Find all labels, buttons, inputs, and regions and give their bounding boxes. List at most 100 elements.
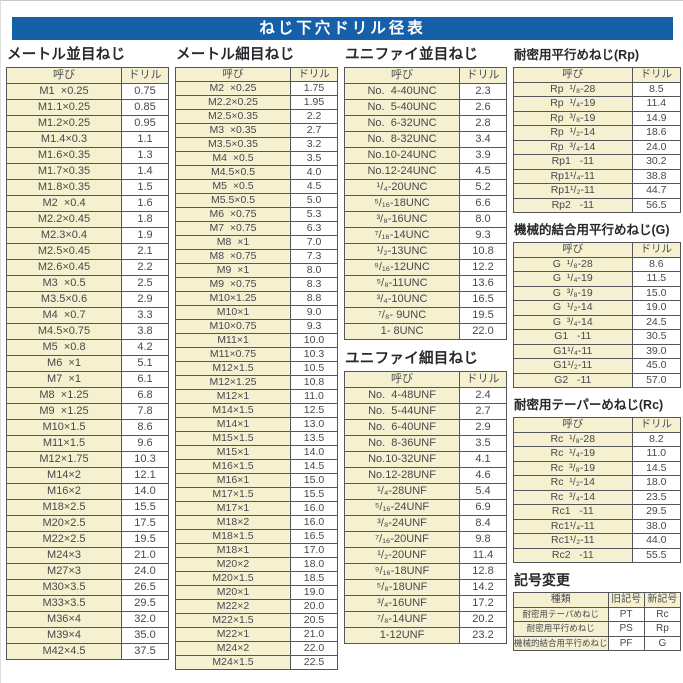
thread-name-cell: M15×1.5 (174, 431, 292, 446)
table-row: M17×1.5 15.5 (174, 487, 338, 502)
thread-name-cell: Rc2 -11 (513, 547, 633, 563)
value-cell: 11.0 (631, 446, 682, 462)
table-row: ³/₄-16UNF 17.2 (343, 595, 507, 612)
value-cell: 11.4 (459, 547, 507, 564)
thread-name-cell: M6 ×0.75 (174, 207, 292, 222)
thread-name-cell: M2.5×0.35 (174, 109, 292, 124)
column-header-row: 呼び ドリル (513, 242, 682, 258)
thread-name-cell: M3.5×0.35 (174, 137, 292, 152)
value-cell: 45.0 (631, 358, 682, 374)
thread-name-cell: M33×3.5 (5, 595, 123, 612)
value-cell: 1.95 (290, 95, 338, 110)
table-row: M30×3.5 26.5 (5, 579, 169, 596)
section-rc-taper: 耐密用テーパーめねじ(Rc) 呼び ドリル Rc ¹/₈-28 8.2 Rc ¹/₄-1… (513, 396, 682, 563)
table-row: M9 ×1.25 7.8 (5, 403, 169, 420)
table-row: M4 ×0.7 3.3 (5, 307, 169, 324)
value-cell: 15.5 (290, 487, 338, 502)
thread-name-cell: No.10-32UNF (343, 451, 461, 468)
thread-name-cell: Rc ³/₈-19 (513, 460, 633, 476)
section-title: 記号変更 (514, 572, 570, 588)
value-cell: 55.5 (631, 547, 682, 563)
value-cell: 2.1 (121, 243, 169, 260)
thread-name-cell: M39×4 (5, 627, 123, 644)
column-header: 旧記号 (607, 592, 645, 608)
table-row: Rc ¹/₂-14 18.0 (513, 475, 682, 491)
value-cell: 1.5 (121, 179, 169, 196)
value-cell: 22.0 (459, 323, 507, 340)
value-cell: PS (607, 621, 645, 637)
table-row: Rc ¹/₄-19 11.0 (513, 446, 682, 462)
value-cell: 8.2 (631, 431, 682, 447)
value-cell: 9.0 (290, 305, 338, 320)
value-cell: 2.8 (459, 115, 507, 132)
thread-name-cell: Rc1 -11 (513, 504, 633, 520)
value-cell: 38.8 (631, 168, 682, 184)
thread-name-cell: M2.2×0.45 (5, 211, 123, 228)
table-row: M3 ×0.5 2.5 (5, 275, 169, 292)
table-row: M18×1.5 16.5 (174, 529, 338, 544)
value-cell: 21.0 (121, 547, 169, 564)
table-row: ¹/₄-20UNC 5.2 (343, 179, 507, 196)
value-cell: 18.0 (290, 557, 338, 572)
thread-name-cell: ¹/₄-28UNF (343, 483, 461, 500)
value-cell: 6.3 (290, 221, 338, 236)
thread-name-cell: Rp ¹/₈-28 (513, 81, 633, 97)
thread-name-cell: M27×3 (5, 563, 123, 580)
value-cell: 2.2 (121, 259, 169, 276)
table-row: M9 ×1 8.0 (174, 263, 338, 278)
table-row: ³/₄-10UNC 16.5 (343, 291, 507, 308)
symbol-change-table: 種類 旧記号 新記号 耐密用テーパめねじ PT Rc 耐密用平行めねじ PS Rp 機械的結合用平… (513, 592, 682, 651)
thread-name-cell: M1.7×0.35 (5, 163, 123, 180)
thread-name-cell: M20×1.5 (174, 571, 292, 586)
thread-name-cell: M2 ×0.25 (174, 81, 292, 96)
thread-name-cell: ¹/₄-20UNC (343, 179, 461, 196)
value-cell: 12.1 (121, 467, 169, 484)
table-row: M12×1.25 10.8 (174, 375, 338, 390)
table-row: ⁷/₁₆-14UNC 9.3 (343, 227, 507, 244)
table-row: M1.4×0.3 1.1 (5, 131, 169, 148)
column-header: 呼び (513, 242, 633, 258)
table-row: M10×1.25 8.8 (174, 291, 338, 306)
value-cell: 8.6 (121, 419, 169, 436)
column-header-row: 呼び ドリル (513, 67, 682, 83)
value-cell: 10.8 (290, 375, 338, 390)
value-cell: 13.6 (459, 275, 507, 292)
column-unified: ユニファイ並目ねじ 呼び ドリル No. 4-40UNC 2.3 No. 5-40UNC… (343, 46, 507, 678)
thread-name-cell: M14×2 (5, 467, 123, 484)
thread-name-cell: Rp ³/₈-19 (513, 110, 633, 126)
column-header: 呼び (5, 67, 123, 84)
table-row: G1 -11 30.5 (513, 329, 682, 345)
table-row: M11×1.5 9.6 (5, 435, 169, 452)
thread-name-cell: M2.6×0.45 (5, 259, 123, 276)
thread-name-cell: M10×0.75 (174, 319, 292, 334)
table-row: ⁷/₈- 9UNC 19.5 (343, 307, 507, 324)
thread-name-cell: G1¹/₂-11 (513, 358, 633, 374)
value-cell: 23.5 (631, 489, 682, 505)
value-cell: 13.0 (290, 417, 338, 432)
content: メートル並目ねじ 呼び ドリル M1 ×0.25 0.75 M1.1×0.25 0.85 M… (1, 46, 683, 678)
table-row: M22×2 20.0 (174, 599, 338, 614)
value-cell: 19.0 (290, 585, 338, 600)
section-title: 耐密用テーパーめねじ(Rc) (514, 398, 664, 412)
page-title: ねじ下穴ドリル径表 (12, 17, 673, 40)
value-cell: 2.3 (459, 83, 507, 100)
table-row: Rp1¹/₂-11 44.7 (513, 183, 682, 199)
thread-name-cell: M12×1.5 (174, 361, 292, 376)
value-cell: 4.5 (290, 179, 338, 194)
section-rp-parallel: 耐密用平行めねじ(Rp) 呼び ドリル Rp ¹/₈-28 8.5 Rp ¹/₄-19 1… (513, 46, 682, 213)
value-cell: 21.0 (290, 627, 338, 642)
thread-name-cell: Rp1¹/₂-11 (513, 183, 633, 199)
table-row: No.10-32UNF 4.1 (343, 451, 507, 468)
value-cell: 10.8 (459, 243, 507, 260)
table-row: 耐密用平行めねじ PS Rp (513, 621, 682, 637)
value-cell: 2.5 (121, 275, 169, 292)
thread-name-cell: M10×1.5 (5, 419, 123, 436)
thread-name-cell: M18×2 (174, 515, 292, 530)
thread-name-cell: No. 8-32UNC (343, 131, 461, 148)
value-cell: 30.5 (631, 329, 682, 345)
thread-name-cell: M36×4 (5, 611, 123, 628)
g-parallel-table: 呼び ドリル G ¹/₈-28 8.6 G ¹/₄-19 11.5 G ³/₈-19 15.0… (513, 242, 682, 388)
value-cell: 1.3 (121, 147, 169, 164)
value-cell: PT (607, 606, 645, 622)
table-row: G ³/₈-19 15.0 (513, 285, 682, 301)
